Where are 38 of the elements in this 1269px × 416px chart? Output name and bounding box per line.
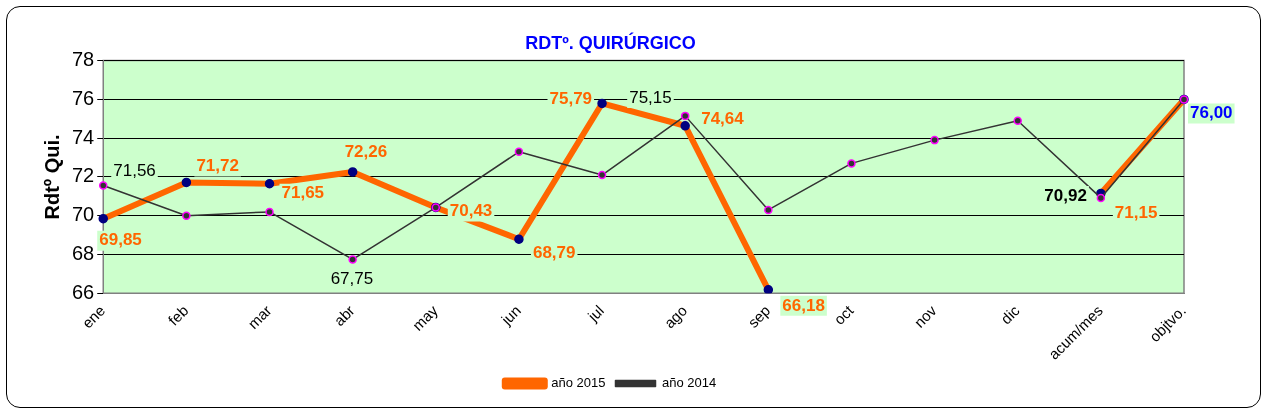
x-tick-label: ago [660,301,691,332]
data-label: 74,64 [701,109,745,129]
data-label: 69,85 [99,230,142,250]
data-label: 72,26 [344,141,388,161]
x-tick-label: sep [744,301,774,331]
legend-label: año 2014 [662,375,717,391]
data-label: 71,15 [1114,203,1158,223]
x-tick-label: oct [830,301,858,328]
x-tick-label: ene [78,301,109,332]
x-tick-label: jun [497,301,524,329]
data-label: 66,18 [782,295,825,315]
data-label: 76,00 [1190,103,1233,123]
y-tick-label: 78 [72,48,95,71]
x-tick-label: nov [910,301,940,331]
x-tick-label: jul [583,301,608,326]
x-tick-label: mar [244,301,275,333]
y-tick-label: 76 [72,86,95,109]
y-tick-label: 74 [72,125,95,148]
data-label: 75,15 [629,87,672,107]
legend-label: año 2015 [551,375,606,391]
y-tick-label: 72 [72,164,95,187]
data-label: 68,79 [532,242,576,262]
data-label: 71,72 [196,156,239,176]
data-label: 75,79 [549,89,593,109]
y-tick-label: 66 [72,280,95,303]
data-label: 67,75 [330,269,374,289]
data-label: 70,92 [1044,185,1087,205]
x-tick-label: feb [164,301,192,329]
y-tick-label: 70 [72,203,95,226]
chart-title: RDTº. QUIRÚRGICO [525,31,696,53]
data-label: 71,56 [113,161,156,181]
data-label: 71,65 [281,183,325,203]
x-tick-label: abr [330,301,358,330]
x-tick-label: dic [997,301,1024,328]
data-label: 70,43 [449,201,493,221]
y-axis-title: Rdtº Qui. [40,134,63,220]
y-tick-label: 68 [72,242,95,265]
x-tick-label: may [408,301,442,334]
